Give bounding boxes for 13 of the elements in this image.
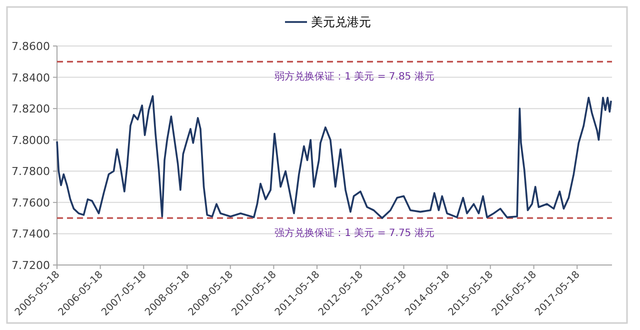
line-series — [56, 95, 612, 219]
y-tick-label: 7.7400 — [12, 228, 50, 241]
legend: 美元兑港元 — [285, 15, 371, 29]
y-tick-label: 7.8400 — [12, 71, 50, 84]
ref-line-label: 弱方兑换保证：1 美元 = 7.85 港元 — [274, 70, 434, 83]
legend-label: 美元兑港元 — [311, 15, 371, 29]
ref-line-label: 强方兑换保证：1 美元 = 7.75 港元 — [274, 227, 434, 240]
y-tick-label: 7.7600 — [12, 196, 50, 210]
y-tick-label: 7.8200 — [12, 102, 50, 116]
y-tick-label: 7.8600 — [12, 40, 50, 53]
y-tick-label: 7.7800 — [12, 165, 50, 178]
y-tick-label: 7.8000 — [12, 134, 50, 147]
y-tick-label: 7.7200 — [12, 259, 50, 272]
